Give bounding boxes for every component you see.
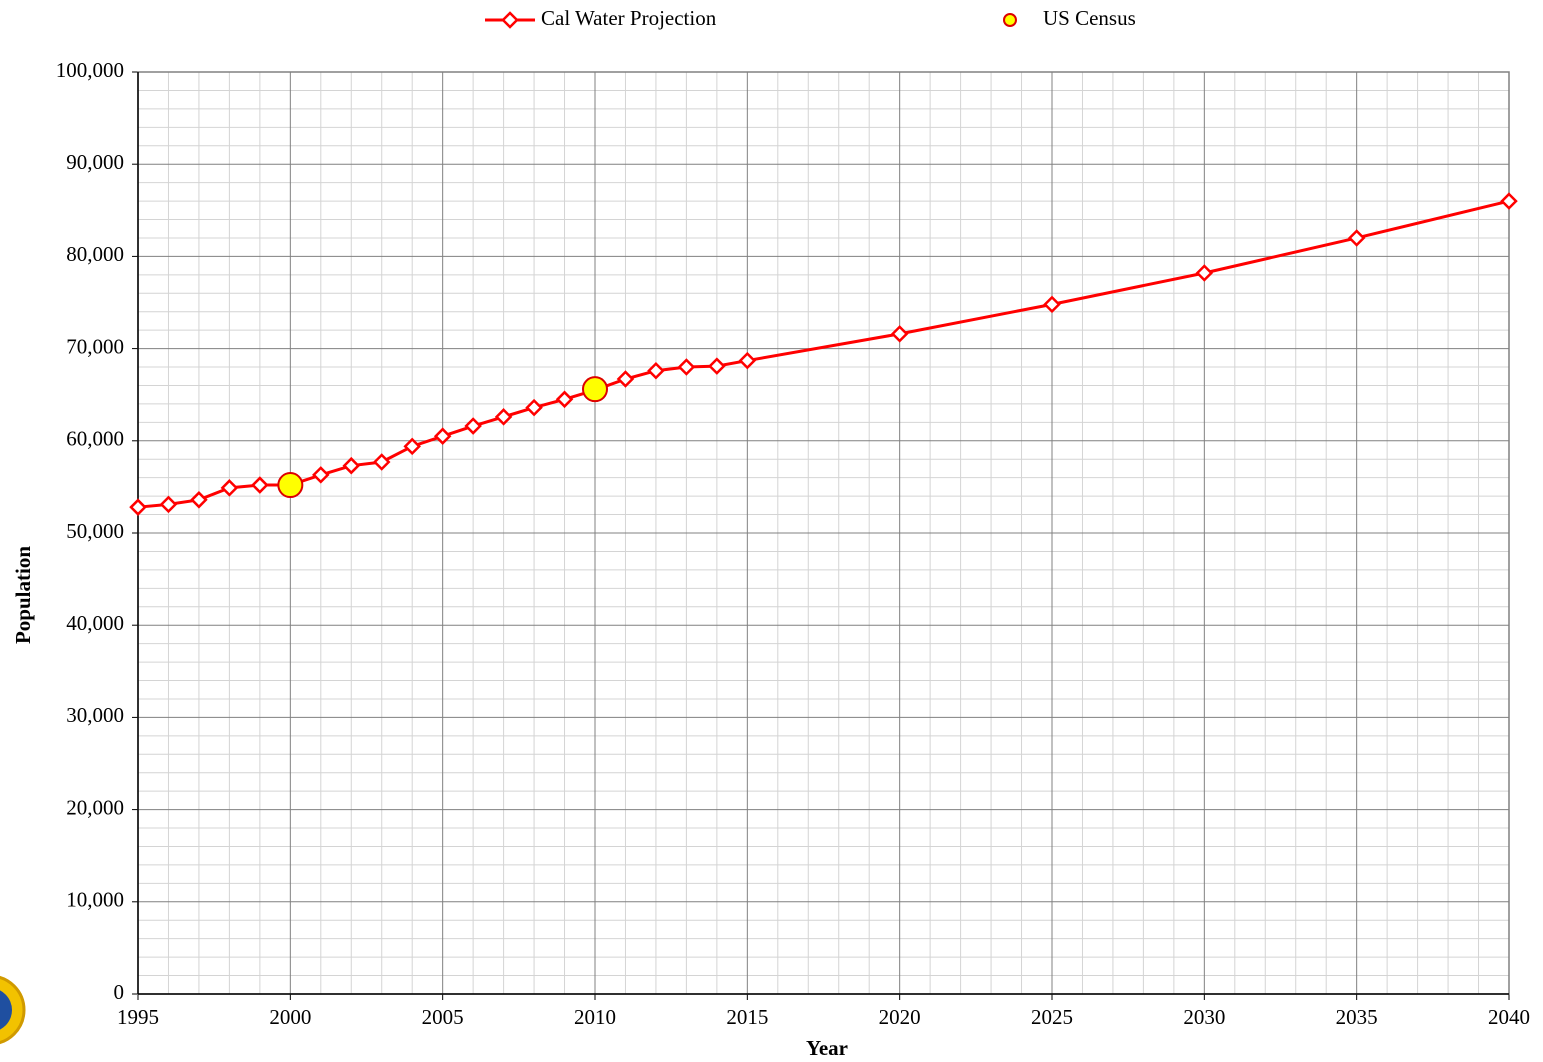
x-tick-label: 2015 bbox=[726, 1005, 768, 1029]
marker bbox=[433, 427, 452, 445]
x-tick-label: 2040 bbox=[1488, 1005, 1530, 1029]
y-tick-label: 30,000 bbox=[66, 703, 124, 727]
marker bbox=[277, 472, 304, 499]
marker bbox=[342, 456, 361, 475]
grid bbox=[137, 71, 1510, 995]
marker bbox=[890, 325, 909, 343]
marker bbox=[1003, 13, 1017, 27]
marker bbox=[1195, 264, 1214, 282]
x-tick-label: 2035 bbox=[1336, 1005, 1378, 1029]
marker bbox=[738, 351, 757, 370]
y-tick-label: 70,000 bbox=[66, 334, 124, 358]
marker bbox=[582, 376, 608, 403]
x-tick-label: 2025 bbox=[1031, 1005, 1073, 1029]
y-tick-label: 40,000 bbox=[66, 611, 124, 635]
line bbox=[137, 199, 1510, 509]
marker bbox=[494, 408, 513, 426]
x-tick-label: 2010 bbox=[574, 1005, 616, 1029]
marker bbox=[403, 437, 421, 456]
marker bbox=[159, 495, 178, 514]
marker bbox=[190, 491, 208, 509]
marker bbox=[312, 466, 330, 484]
marker bbox=[220, 479, 239, 497]
y-tick-label: 50,000 bbox=[66, 519, 124, 543]
x-tick-label: 2030 bbox=[1183, 1005, 1225, 1029]
legend: Cal Water Projection US Census bbox=[485, 6, 1136, 30]
marker bbox=[251, 476, 269, 494]
marker bbox=[1347, 229, 1366, 247]
y-axis-title: Population bbox=[11, 546, 35, 644]
marker bbox=[616, 370, 635, 388]
y-tick-label: 20,000 bbox=[66, 795, 124, 819]
marker bbox=[372, 453, 391, 471]
marker bbox=[555, 390, 574, 409]
y-tick-label: 10,000 bbox=[66, 888, 124, 912]
marker bbox=[464, 417, 482, 435]
logo bbox=[0, 975, 26, 1045]
x-tick-label: 2000 bbox=[269, 1005, 311, 1029]
x-axis-title: Year bbox=[806, 1036, 848, 1060]
x-tick-label: 1995 bbox=[117, 1005, 159, 1029]
marker bbox=[708, 357, 726, 375]
marker bbox=[677, 358, 696, 376]
y-tick-label: 100,000 bbox=[56, 58, 124, 82]
marker bbox=[501, 11, 519, 29]
legend-label: US Census bbox=[1043, 6, 1136, 30]
y-tick-label: 0 bbox=[114, 980, 125, 1004]
y-tick-label: 80,000 bbox=[66, 242, 124, 266]
marker bbox=[525, 398, 543, 417]
marker bbox=[1043, 295, 1061, 314]
legend-label: Cal Water Projection bbox=[541, 6, 717, 30]
y-tick-label: 60,000 bbox=[66, 427, 124, 451]
x-tick-label: 2005 bbox=[422, 1005, 464, 1029]
marker bbox=[647, 361, 665, 380]
marker bbox=[129, 498, 147, 516]
y-tick-label: 90,000 bbox=[66, 150, 124, 174]
marker bbox=[1500, 192, 1518, 210]
x-tick-label: 2020 bbox=[879, 1005, 921, 1029]
